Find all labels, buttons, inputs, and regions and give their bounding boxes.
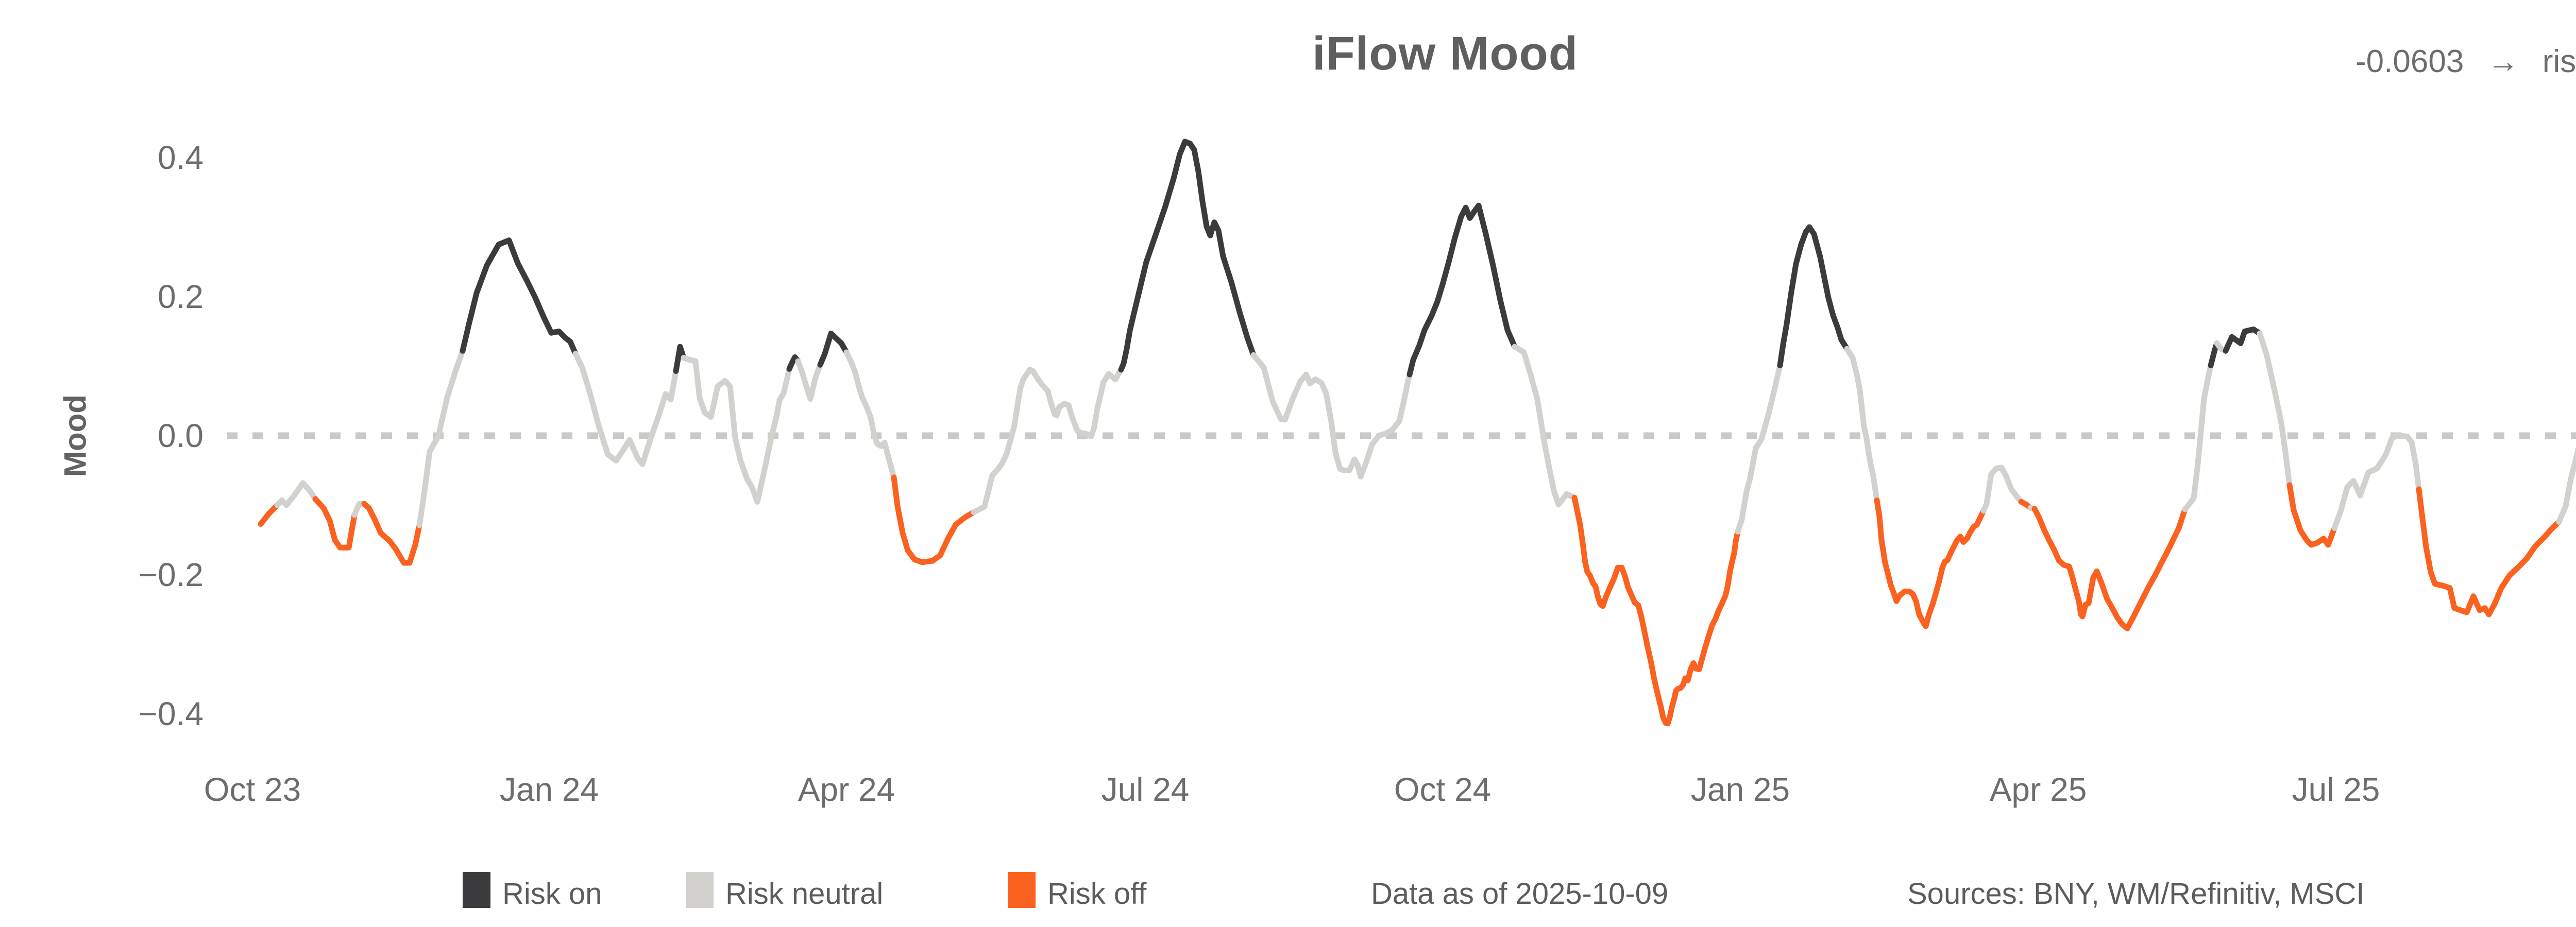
mood-line-segment-risk-on: [460, 237, 579, 357]
mood-line-segment-risk-neutral: [416, 348, 466, 528]
mood-line-segment-risk-off: [2416, 486, 2562, 617]
legend-label-risk-neutral: Risk neutral: [725, 877, 884, 911]
mood-line-segment-risk-neutral: [1980, 465, 2024, 514]
mood-line-segment-risk-off: [2286, 482, 2337, 548]
y-tick-label: 0.4: [158, 139, 204, 176]
mood-line-segment-risk-off: [1874, 497, 1987, 629]
legend-swatch-risk-off: [1008, 872, 1036, 908]
mood-line-segment-risk-neutral: [2331, 433, 2422, 531]
mood-line-segment-risk-on: [817, 331, 850, 368]
latest-reading-value: -0.0603: [2355, 44, 2464, 79]
mood-line-segment-risk-neutral: [1512, 344, 1578, 508]
x-tick-label-jan-25: Jan 25: [1690, 771, 1790, 808]
mood-line-segment-risk-neutral: [2556, 447, 2576, 525]
mood-line-segment-risk-on: [2223, 327, 2263, 354]
mood-line-segment-risk-neutral: [1735, 363, 1783, 535]
y-tick-label: −0.2: [138, 556, 204, 593]
mood-line-segment-risk-neutral: [971, 367, 1124, 515]
legend-swatch-risk-on: [463, 872, 490, 908]
page-title: iFlow Mood: [1312, 27, 1578, 80]
x-tick-label-apr-25: Apr 25: [1989, 771, 2087, 808]
data-as-of-note: Data as of 2025-10-09: [1371, 877, 1669, 911]
x-tick-label-oct-25: Oct 25: [2546, 770, 2576, 809]
mood-line-segment-risk-neutral: [681, 355, 792, 505]
latest-reading-annotation: -0.0603 → risk neutral: [2355, 43, 2576, 80]
mood-line-segment-risk-off: [891, 474, 977, 565]
arrow-right-icon: →: [2487, 44, 2519, 79]
x-tick-label-apr-24: Apr 24: [798, 771, 895, 808]
x-tick-label-jul-24: Jul 24: [1101, 771, 1190, 808]
legend-swatch-risk-neutral: [686, 872, 714, 908]
mood-line-segment-risk-neutral: [795, 358, 823, 402]
mood-line-segment-risk-neutral: [2182, 363, 2214, 512]
legend-label-risk-on: Risk on: [502, 877, 602, 911]
mood-line-segment-risk-on: [1118, 139, 1257, 373]
legend-label-risk-off: Risk off: [1047, 877, 1147, 911]
mood-line-segment-risk-off: [361, 501, 422, 566]
mood-line-segment-risk-off: [258, 502, 280, 527]
sources-note: Sources: BNY, WM/Refinitiv, MSCI: [1907, 877, 2365, 911]
mood-line-segment-risk-on: [1777, 224, 1850, 369]
mood-line-segment-risk-off: [1571, 494, 1741, 727]
mood-line-segment-risk-neutral: [843, 349, 897, 480]
y-tick-label: −0.4: [138, 695, 204, 732]
mood-line-segment-risk-off: [312, 496, 358, 551]
mood-line-segment-risk-neutral: [274, 480, 318, 508]
mood-line-segment-risk-neutral: [1844, 346, 1880, 503]
x-tick-label-jul-25: Jul 25: [2292, 771, 2380, 808]
y-tick-label: 0.0: [158, 417, 204, 454]
mood-line-segment-risk-on: [673, 344, 687, 374]
x-tick-label-oct-23: Oct 23: [204, 771, 301, 808]
mood-line-segment-risk-on: [1406, 202, 1518, 377]
latest-reading-regime: risk neutral: [2542, 44, 2576, 79]
mood-line-segment-risk-off: [2031, 506, 2188, 631]
mood-line-segment-risk-neutral: [572, 351, 679, 467]
x-tick-label-oct-24: Oct 24: [1394, 771, 1492, 808]
y-tick-label: 0.2: [158, 278, 204, 315]
mood-line-segment-risk-neutral: [2257, 331, 2293, 488]
x-tick-label-jan-24: Jan 24: [499, 771, 599, 808]
mood-line-segment-risk-neutral: [1250, 352, 1413, 480]
